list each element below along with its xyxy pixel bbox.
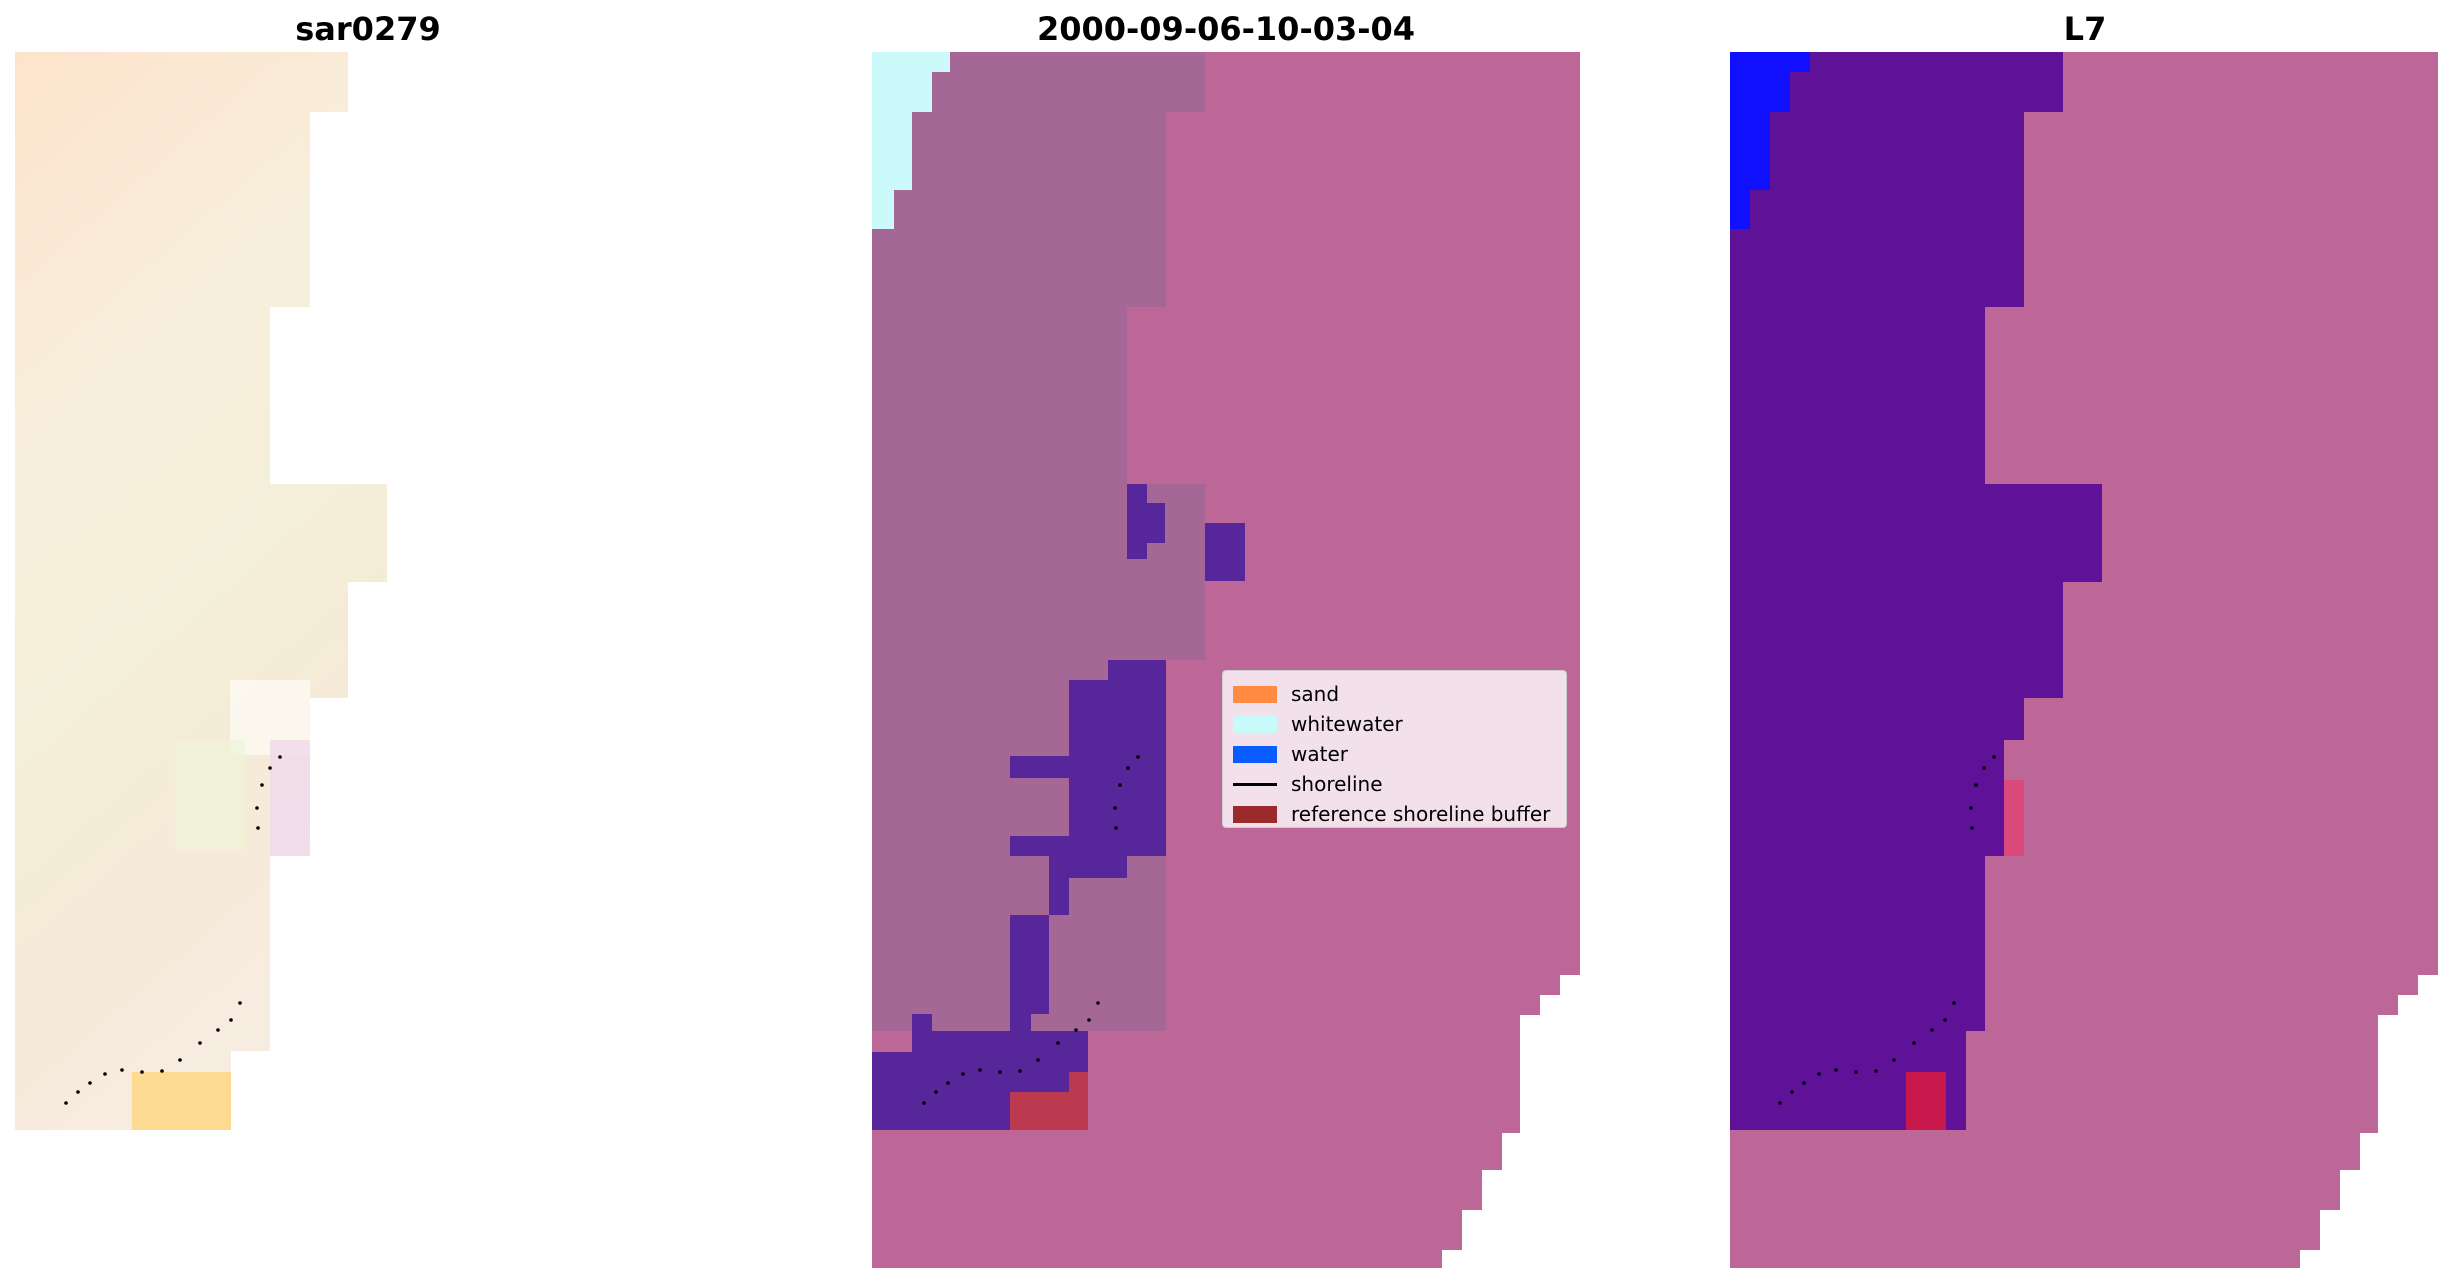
legend-item-water: water (1233, 739, 1556, 769)
l7-water-zone (1730, 52, 2102, 1130)
legend-item-whitewater: whitewater (1233, 709, 1556, 739)
classified-buffer-2 (1069, 1072, 1088, 1092)
l7-red-patch (1906, 1072, 1946, 1130)
l7-panel: L7 (1680, 0, 2450, 1283)
legend-swatch-reference-buffer (1233, 805, 1277, 823)
classified-water-zone (872, 660, 1166, 1130)
panel-title-rgb: sar0279 (295, 10, 441, 48)
classified-shoreline (922, 755, 1140, 1105)
legend: sand whitewater water shoreline referenc… (1222, 670, 1567, 828)
legend-label-reference-buffer: reference shoreline buffer (1291, 802, 1551, 826)
classified-water-patch-2 (1147, 503, 1165, 543)
l7-shoreline (1778, 755, 1996, 1105)
l7-blue-zone (1730, 52, 1810, 229)
classified-buffer (1010, 1092, 1088, 1130)
rgb-land-area (15, 52, 387, 1130)
legend-swatch-water (1233, 745, 1277, 763)
legend-item-sand: sand (1233, 679, 1556, 709)
l7-pink-patch (2004, 780, 2024, 856)
classified-whitewater-zone (872, 52, 950, 229)
legend-swatch-shoreline (1233, 782, 1277, 786)
rgb-pink-patch (270, 740, 310, 856)
l7-image (1730, 52, 2438, 1268)
panel-title-classified: 2000-09-06-10-03-04 (1036, 10, 1416, 48)
legend-label-sand: sand (1291, 682, 1340, 706)
rgb-image (15, 52, 387, 1130)
legend-swatch-sand (1233, 685, 1277, 703)
classified-water-patch-3 (1205, 523, 1245, 581)
legend-item-shoreline: shoreline (1233, 769, 1556, 799)
classified-water-patch (1127, 484, 1147, 559)
classified-image (872, 52, 1580, 1268)
legend-item-reference-buffer: reference shoreline buffer (1233, 799, 1556, 829)
classified-panel: 2000-09-06-10-03-04 (820, 0, 1680, 1283)
rgb-sand-patch (132, 1072, 231, 1130)
legend-label-shoreline: shoreline (1291, 772, 1383, 796)
legend-swatch-whitewater (1233, 715, 1277, 733)
rgb-shoreline (64, 755, 282, 1105)
panel-title-l7: L7 (2063, 10, 2107, 48)
rgb-panel: sar0279 (0, 0, 820, 1283)
rgb-green-patch (175, 740, 245, 850)
legend-label-whitewater: whitewater (1291, 712, 1403, 736)
legend-label-water: water (1291, 742, 1348, 766)
